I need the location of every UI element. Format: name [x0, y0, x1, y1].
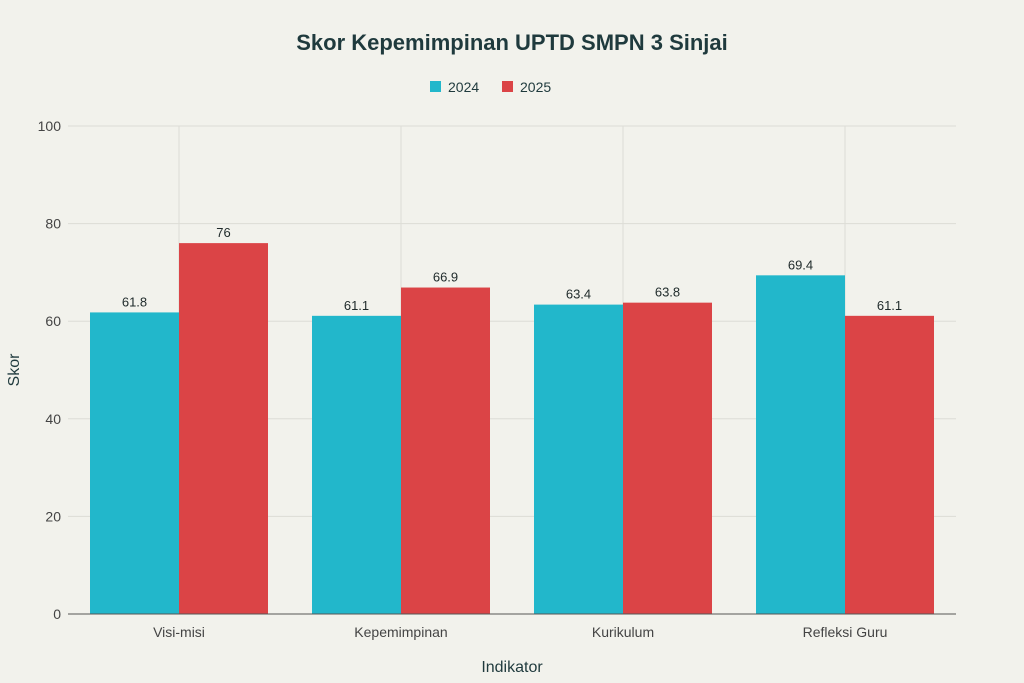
- y-axis-ticks: 0 20 40 60 80 100: [38, 118, 62, 622]
- data-label: 61.1: [344, 298, 369, 313]
- y-tick-label: 40: [45, 411, 61, 427]
- data-label: 61.1: [877, 298, 902, 313]
- chart-title: Skor Kepemimpinan UPTD SMPN 3 Sinjai: [296, 30, 728, 55]
- data-label: 69.4: [788, 257, 813, 272]
- y-tick-label: 100: [38, 118, 62, 134]
- x-tick-label: Visi-misi: [153, 624, 205, 640]
- x-axis-label: Indikator: [481, 659, 543, 676]
- legend-item-2024: 2024: [448, 79, 479, 95]
- y-tick-label: 60: [45, 313, 61, 329]
- data-label: 63.4: [566, 287, 591, 302]
- y-tick-label: 0: [53, 606, 61, 622]
- x-tick-label: Kurikulum: [592, 624, 654, 640]
- y-tick-label: 20: [45, 508, 61, 524]
- data-label: 61.8: [122, 294, 147, 309]
- bar-2024-kurikulum: [534, 304, 623, 614]
- legend-swatch-2025: [502, 81, 513, 92]
- bar-2025-kurikulum: [623, 302, 712, 614]
- bar-2025-kepemimpinan: [401, 287, 490, 614]
- data-labels: 61.8 61.1 63.4 69.4 76 66.9 63.8 61.1: [122, 225, 902, 313]
- legend: 2024 2025: [430, 79, 551, 95]
- data-label: 66.9: [433, 270, 458, 285]
- bar-2024-refleksi-guru: [756, 275, 845, 614]
- x-axis-ticks: Visi-misi Kepemimpinan Kurikulum Refleksi G…: [153, 624, 887, 640]
- legend-swatch-2024: [430, 81, 441, 92]
- bar-2024-kepemimpinan: [312, 315, 401, 614]
- bar-2025-visi-misi: [179, 243, 268, 614]
- y-tick-label: 80: [45, 216, 61, 232]
- x-tick-label: Refleksi Guru: [803, 624, 888, 640]
- bar-2024-visi-misi: [90, 312, 179, 614]
- y-axis-label: Skor: [6, 353, 23, 387]
- bars: [90, 243, 934, 614]
- x-tick-label: Kepemimpinan: [354, 624, 447, 640]
- legend-item-2025: 2025: [520, 79, 551, 95]
- data-label: 63.8: [655, 285, 680, 300]
- bar-2025-refleksi-guru: [845, 315, 934, 614]
- data-label: 76: [216, 225, 230, 240]
